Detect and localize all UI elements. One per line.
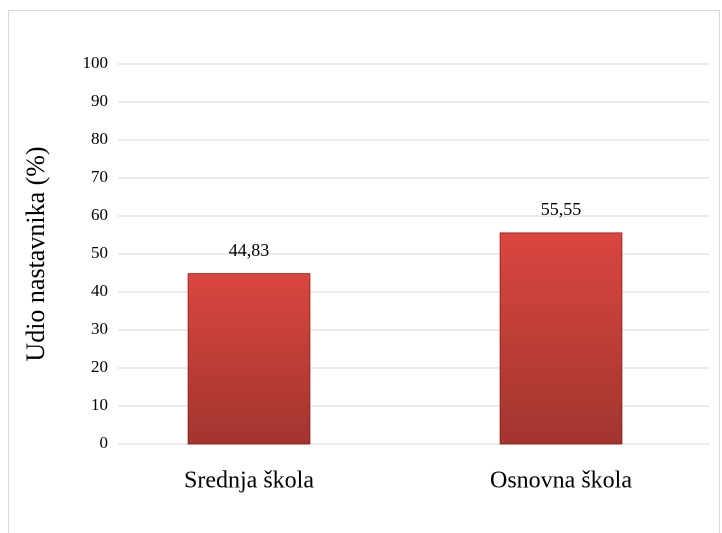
chart-border: [8, 10, 720, 533]
y-tick-label: 60: [91, 205, 108, 224]
bar-shade: [188, 273, 310, 444]
bar-shade: [500, 232, 622, 444]
x-tick-label: Srednja škola: [184, 468, 314, 494]
y-tick-label: 80: [91, 129, 108, 148]
y-tick-label: 30: [91, 319, 108, 338]
y-tick-label: 70: [91, 167, 108, 186]
y-tick-label: 40: [91, 281, 108, 300]
value-label: 55,55: [541, 199, 582, 219]
y-axis-title: Udio nastavnika (%): [21, 146, 50, 361]
y-tick-label: 50: [91, 243, 108, 262]
y-tick-label: 90: [91, 91, 108, 110]
value-label: 44,83: [229, 240, 270, 260]
x-tick-label: Osnovna škola: [490, 468, 632, 494]
y-tick-label: 100: [83, 53, 109, 72]
y-tick-label: 0: [100, 433, 109, 452]
y-tick-label: 20: [91, 357, 108, 376]
y-tick-label: 10: [91, 395, 108, 414]
